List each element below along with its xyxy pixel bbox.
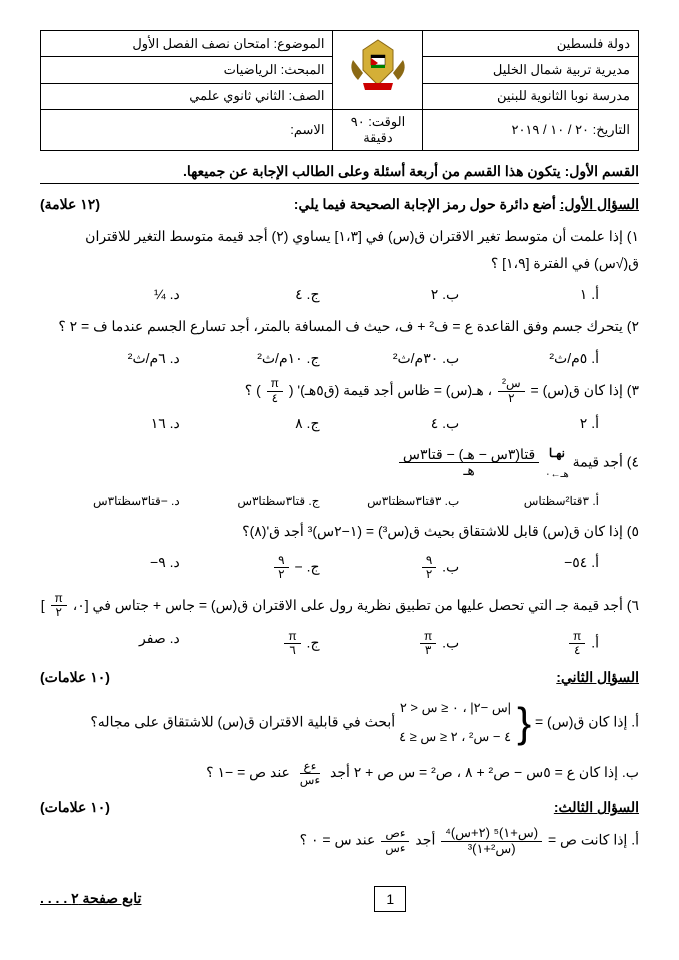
section-one-title: القسم الأول: يتكون هذا القسم من أربعة أس…	[40, 163, 639, 184]
q1-item6: ٦) أجد قيمة جـ التي تحصل عليها من تطبيق …	[40, 592, 639, 620]
page-footer: 1 تابع صفحة ٢ . . . .	[40, 886, 639, 912]
piecewise-function: { |س −٢| ، ٠ ≤ س < ٢ ٤ − س² ، ٢ ≤ س ≤ ٤	[399, 696, 531, 749]
q1-marks: (١٢ علامة)	[40, 196, 100, 213]
hdr-subject: الموضوع: امتحان نصف الفصل الأول	[41, 31, 333, 57]
q3-marks: (١٠ علامات)	[40, 799, 110, 816]
q1-item2: ٢) يتحرك جسم وفق القاعدة ع = ف² + ف، حيث…	[40, 313, 639, 340]
hdr-date: التاريخ: ٢٠ / ١٠ / ٢٠١٩	[423, 110, 639, 151]
header-table: دولة فلسطين الموضوع: امتحان نصف الفصل ال…	[40, 30, 639, 151]
q1-instr: أضع دائرة حول رمز الإجابة الصحيحة فيما ي…	[294, 196, 556, 212]
q1-item1-choices: أ. ١ ب. ٢ ج. ٤ د. ¼	[40, 286, 599, 303]
hdr-school: مدرسة نوبا الثانوية للبنين	[423, 83, 639, 109]
hdr-country: دولة فلسطين	[423, 31, 639, 57]
q3-a: أ. إذا كانت ص = (س+١)⁵ (٢+س)⁴ (س²+١)³ أج…	[40, 826, 639, 856]
emblem-cell	[333, 31, 423, 110]
q1-item3: ٣) إذا كان ق(س) = س²٢ ، هـ(س) = ظاس أجد …	[40, 377, 639, 405]
hdr-grade: الصف: الثاني ثانوي علمي	[41, 83, 333, 109]
hdr-directorate: مديرية تربية شمال الخليل	[423, 57, 639, 83]
page-number: 1	[374, 886, 406, 912]
q1-header: السؤال الأول: أضع دائرة حول رمز الإجابة …	[40, 196, 639, 213]
hdr-name: الاسم:	[41, 110, 333, 151]
q3-header: السؤال الثالث: (١٠ علامات)	[40, 799, 639, 816]
q3-title: السؤال الثالث:	[554, 799, 639, 816]
q2-marks: (١٠ علامات)	[40, 669, 110, 686]
q1-item5: ٥) إذا كان ق(س) قابل للاشتقاق بحيث ق(س³)…	[40, 518, 639, 545]
hdr-time: الوقت: ٩٠ دقيقة	[333, 110, 423, 151]
brace-icon: {	[517, 706, 531, 740]
q1-item6-choices: أ. π٤ ب. π٣ ج. π٦ د. صفر	[40, 630, 599, 657]
q2-b: ب. إذا كان ع = ٥س − ص² + ٨ ، ص² = س ص + …	[40, 759, 639, 787]
q1-item5-choices: أ. ٥٤− ب. ٩٢ ج. − ٩٢ د. ٩−	[40, 554, 599, 581]
q1-item3-choices: أ. ٢ ب. ٤ ج. ٨ د. ١٦	[40, 415, 599, 432]
q2-header: السؤال الثاني: (١٠ علامات)	[40, 669, 639, 686]
q2-title: السؤال الثاني:	[556, 669, 639, 686]
q1-item4-choices: أ. ٣قتا²سظتاس ب. ٣قتا٣سظتا٣س ج. قتا٣سظتا…	[40, 494, 599, 508]
q2-a: أ. إذا كان ق(س) = { |س −٢| ، ٠ ≤ س < ٢ ٤…	[40, 696, 639, 749]
q1-item1: ١) إذا علمت أن متوسط تغير الاقتران ق(س) …	[40, 223, 639, 276]
state-emblem-icon	[343, 35, 413, 105]
continue-label: تابع صفحة ٢ . . . .	[40, 890, 141, 907]
q1-item4: ٤) أجد قيمة نهـا هـ←٠ قتا(٣س − هـ) − قتا…	[40, 442, 639, 484]
hdr-course: المبحث: الرياضيات	[41, 57, 333, 83]
q1-item2-choices: أ. ٥م/ث² ب. ٣٠م/ث² ج. ١٠م/ث² د. ٦م/ث²	[40, 350, 599, 367]
q1-title: السؤال الأول:	[560, 196, 639, 212]
